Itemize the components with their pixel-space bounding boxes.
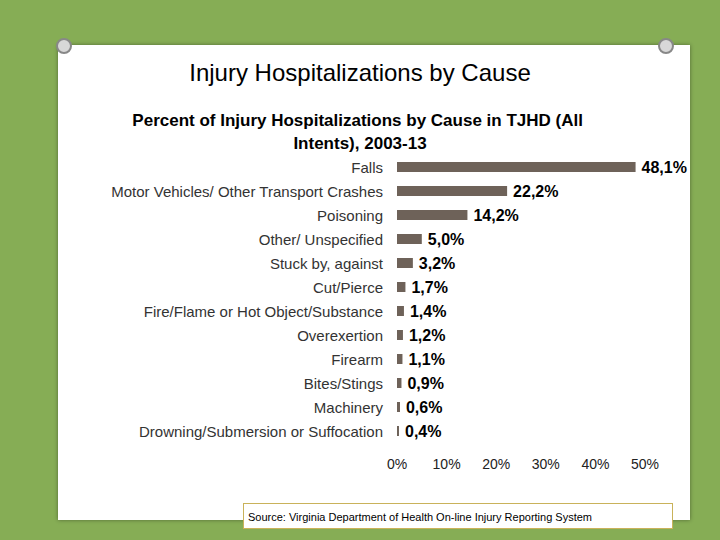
svg-text:Firearm: Firearm xyxy=(331,351,383,368)
svg-text:Bites/Stings: Bites/Stings xyxy=(304,375,383,392)
svg-text:Falls: Falls xyxy=(351,159,383,176)
svg-text:50%: 50% xyxy=(631,456,659,472)
svg-text:14,2%: 14,2% xyxy=(473,207,518,224)
svg-text:Poisoning: Poisoning xyxy=(317,207,383,224)
svg-text:Overexertion: Overexertion xyxy=(297,327,383,344)
svg-text:20%: 20% xyxy=(482,456,510,472)
svg-text:30%: 30% xyxy=(532,456,560,472)
svg-text:1,1%: 1,1% xyxy=(408,351,444,368)
svg-text:10%: 10% xyxy=(433,456,461,472)
svg-text:Fire/Flame or Hot Object/Subst: Fire/Flame or Hot Object/Substance xyxy=(144,303,383,320)
html-text:Source: Virginia Department of: Source: Virginia Department of Health On… xyxy=(248,511,592,523)
svg-text:1,7%: 1,7% xyxy=(411,279,447,296)
svg-text:48,1%: 48,1% xyxy=(642,159,687,176)
svg-text:22,2%: 22,2% xyxy=(513,183,558,200)
svg-text:5,0%: 5,0% xyxy=(428,231,464,248)
svg-text:0,4%: 0,4% xyxy=(405,423,441,440)
svg-text:Motor Vehicles/ Other Transpor: Motor Vehicles/ Other Transport Crashes xyxy=(111,183,383,200)
svg-text:Other/ Unspecified: Other/ Unspecified xyxy=(259,231,383,248)
svg-text:Percent of Injury Hospitalizat: Percent of Injury Hospitalizations by Ca… xyxy=(132,111,587,130)
svg-text:Injury Hospitalizations by Cau: Injury Hospitalizations by Cause xyxy=(189,59,531,86)
svg-text:1,4%: 1,4% xyxy=(410,303,446,320)
svg-text:Stuck by, against: Stuck by, against xyxy=(270,255,384,272)
svg-text:3,2%: 3,2% xyxy=(419,255,455,272)
svg-text:0%: 0% xyxy=(387,456,407,472)
svg-text:1,2%: 1,2% xyxy=(409,327,445,344)
svg-text:0,6%: 0,6% xyxy=(406,399,442,416)
svg-text:0,9%: 0,9% xyxy=(407,375,443,392)
svg-text:Drowning/Submersion or Suffoca: Drowning/Submersion or Suffocation xyxy=(139,423,383,440)
svg-text:Machinery: Machinery xyxy=(314,399,384,416)
svg-text:40%: 40% xyxy=(581,456,609,472)
svg-text:Intents), 2003-13: Intents), 2003-13 xyxy=(293,134,426,153)
svg-text:Cut/Pierce: Cut/Pierce xyxy=(313,279,383,296)
